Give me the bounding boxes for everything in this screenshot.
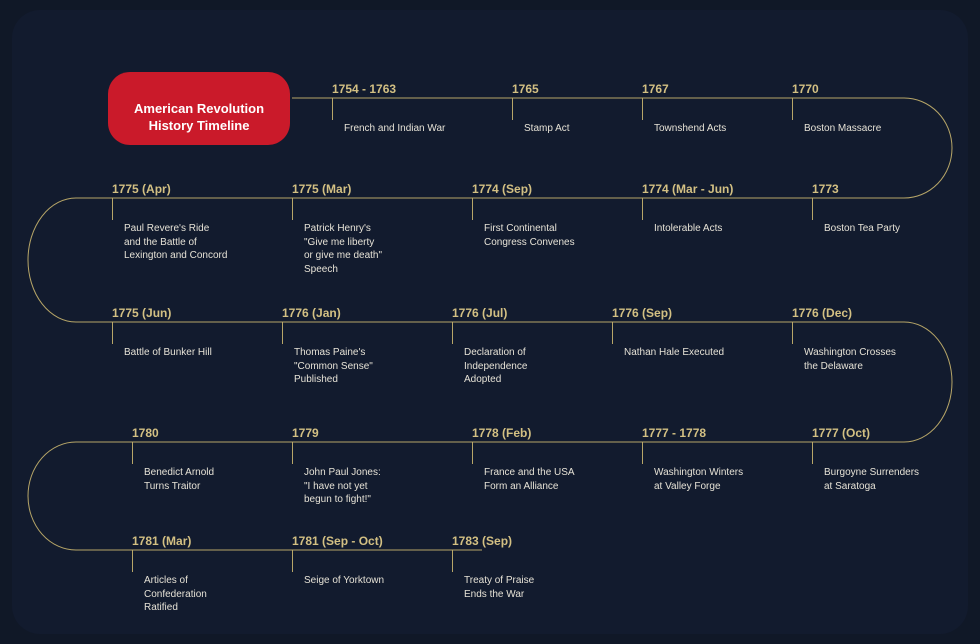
timeline-tick <box>292 442 293 464</box>
event-date: 1776 (Dec) <box>792 306 852 320</box>
timeline-tick <box>642 442 643 464</box>
event-date: 1781 (Mar) <box>132 534 191 548</box>
event-desc: Townshend Acts <box>654 122 726 136</box>
timeline-tick <box>132 550 133 572</box>
event-desc: Boston Tea Party <box>824 222 900 236</box>
timeline-tick <box>642 198 643 220</box>
event-desc: Nathan Hale Executed <box>624 346 724 360</box>
event-date: 1776 (Jan) <box>282 306 341 320</box>
event-desc: John Paul Jones: "I have not yet begun t… <box>304 466 381 507</box>
event-desc: Boston Massacre <box>804 122 881 136</box>
event-date: 1781 (Sep - Oct) <box>292 534 383 548</box>
event-date: 1776 (Sep) <box>612 306 672 320</box>
timeline-tick <box>812 442 813 464</box>
timeline-tick <box>812 198 813 220</box>
timeline-tick <box>642 98 643 120</box>
event-desc: Paul Revere's Ride and the Battle of Lex… <box>124 222 227 263</box>
event-desc: Seige of Yorktown <box>304 574 384 588</box>
timeline-tick <box>112 198 113 220</box>
event-date: 1780 <box>132 426 159 440</box>
event-desc: Treaty of Praise Ends the War <box>464 574 534 601</box>
event-desc: First Continental Congress Convenes <box>484 222 575 249</box>
timeline-title-text: American Revolution History Timeline <box>134 101 264 134</box>
event-desc: Stamp Act <box>524 122 570 136</box>
event-desc: Burgoyne Surrenders at Saratoga <box>824 466 919 493</box>
event-date: 1778 (Feb) <box>472 426 531 440</box>
event-date: 1777 (Oct) <box>812 426 870 440</box>
event-desc: Thomas Paine's "Common Sense" Published <box>294 346 373 387</box>
timeline-tick <box>472 442 473 464</box>
timeline-tick <box>282 322 283 344</box>
event-desc: Intolerable Acts <box>654 222 722 236</box>
timeline-tick <box>292 550 293 572</box>
event-date: 1754 - 1763 <box>332 82 396 96</box>
event-date: 1774 (Mar - Jun) <box>642 182 733 196</box>
event-date: 1773 <box>812 182 839 196</box>
timeline-tick <box>792 98 793 120</box>
event-date: 1779 <box>292 426 319 440</box>
event-date: 1770 <box>792 82 819 96</box>
event-desc: Washington Winters at Valley Forge <box>654 466 743 493</box>
timeline-tick <box>612 322 613 344</box>
event-date: 1765 <box>512 82 539 96</box>
event-date: 1767 <box>642 82 669 96</box>
event-date: 1775 (Apr) <box>112 182 171 196</box>
event-desc: Declaration of Independence Adopted <box>464 346 527 387</box>
event-date: 1776 (Jul) <box>452 306 507 320</box>
timeline-tick <box>792 322 793 344</box>
timeline-tick <box>132 442 133 464</box>
timeline-panel: American Revolution History Timeline 175… <box>12 10 968 634</box>
event-date: 1775 (Mar) <box>292 182 351 196</box>
event-desc: Patrick Henry's "Give me liberty or give… <box>304 222 382 276</box>
event-desc: French and Indian War <box>344 122 445 136</box>
timeline-tick <box>452 322 453 344</box>
event-desc: Washington Crosses the Delaware <box>804 346 896 373</box>
timeline-tick <box>112 322 113 344</box>
event-desc: Benedict Arnold Turns Traitor <box>144 466 214 493</box>
event-date: 1783 (Sep) <box>452 534 512 548</box>
timeline-title-pill: American Revolution History Timeline <box>108 72 290 145</box>
timeline-tick <box>332 98 333 120</box>
event-date: 1774 (Sep) <box>472 182 532 196</box>
timeline-tick <box>292 198 293 220</box>
event-date: 1775 (Jun) <box>112 306 171 320</box>
event-desc: Battle of Bunker Hill <box>124 346 212 360</box>
timeline-tick <box>472 198 473 220</box>
timeline-tick <box>512 98 513 120</box>
event-desc: Articles of Confederation Ratified <box>144 574 207 615</box>
timeline-tick <box>452 550 453 572</box>
event-date: 1777 - 1778 <box>642 426 706 440</box>
event-desc: France and the USA Form an Alliance <box>484 466 575 493</box>
